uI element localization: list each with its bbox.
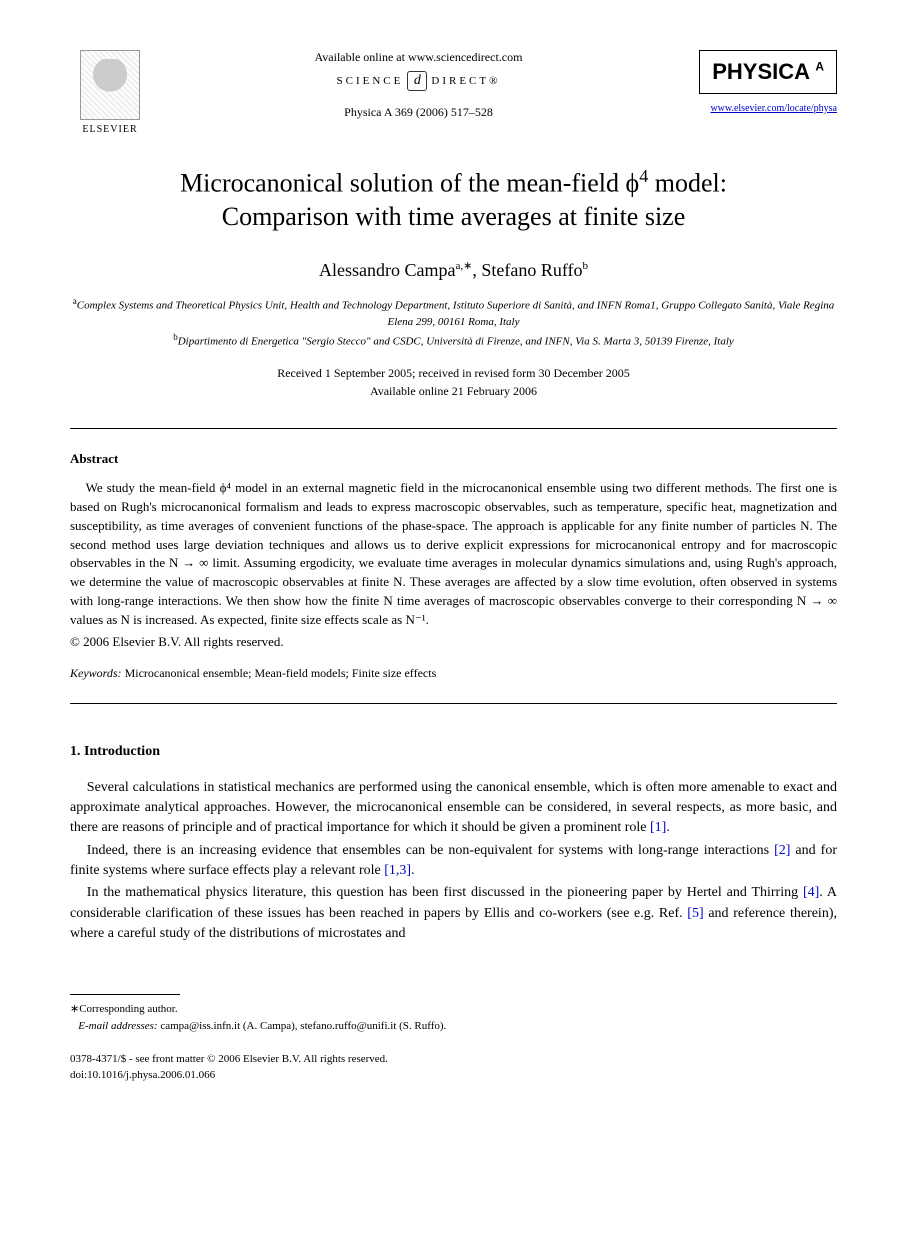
p2-text-c: . <box>411 863 415 878</box>
received-date: Received 1 September 2005; received in r… <box>277 366 630 380</box>
p2-text-a: Indeed, there is an increasing evidence … <box>87 843 774 858</box>
physica-word: PHYSICA <box>712 59 809 84</box>
ref-link-2[interactable]: [2] <box>774 843 790 858</box>
abstract-bottom-rule <box>70 703 837 704</box>
p1-text-a: Several calculations in statistical mech… <box>70 780 837 836</box>
ref-link-1-3[interactable]: [1,3] <box>384 863 411 878</box>
corresponding-star-icon: ∗ <box>70 1003 79 1015</box>
p1-text-b: . <box>666 820 670 835</box>
author-list: Alessandro Campaa,∗, Stefano Ruffob <box>70 259 837 281</box>
author-sep: , <box>472 260 481 280</box>
ref-link-4[interactable]: [4] <box>803 885 819 900</box>
author-1-affil-mark: a,∗ <box>455 260 472 272</box>
abstract-body: We study the mean-field ϕ⁴ model in an e… <box>70 479 837 630</box>
footnote-block: ∗Corresponding author. E-mail addresses:… <box>70 1001 837 1034</box>
elsevier-logo: ELSEVIER <box>70 50 150 135</box>
email-label: E-mail addresses: <box>78 1020 157 1032</box>
author-1-name: Alessandro Campa <box>319 260 455 280</box>
keywords-label: Keywords: <box>70 666 122 680</box>
abstract-copyright: © 2006 Elsevier B.V. All rights reserved… <box>70 634 837 650</box>
doi-line: doi:10.1016/j.physa.2006.01.066 <box>70 1069 215 1081</box>
elsevier-label: ELSEVIER <box>70 124 150 135</box>
elsevier-tree-icon <box>80 50 140 120</box>
affiliations: aComplex Systems and Theoretical Physics… <box>70 295 837 350</box>
title-part2: Comparison with time averages at finite … <box>222 202 686 231</box>
physica-logo-block: PHYSICA A www.elsevier.com/locate/physa <box>687 50 837 116</box>
physica-a-box: PHYSICA A <box>699 50 837 94</box>
ref-link-5[interactable]: [5] <box>687 906 703 921</box>
science-label-left: SCIENCE <box>337 75 404 87</box>
center-header: Available online at www.sciencedirect.co… <box>150 50 687 120</box>
keywords-line: Keywords: Microcanonical ensemble; Mean-… <box>70 666 837 681</box>
email-addresses: campa@iss.infn.it (A. Campa), stefano.ru… <box>158 1020 447 1032</box>
author-2-affil-mark: b <box>582 260 588 272</box>
issn-copyright-line: 0378-4371/$ - see front matter © 2006 El… <box>70 1053 388 1065</box>
p3-text-a: In the mathematical physics literature, … <box>87 885 803 900</box>
online-date: Available online 21 February 2006 <box>370 384 537 398</box>
journal-citation: Physica A 369 (2006) 517–528 <box>170 105 667 120</box>
page-header: ELSEVIER Available online at www.science… <box>70 50 837 135</box>
physica-letter: A <box>815 60 824 74</box>
keywords-text: Microcanonical ensemble; Mean-field mode… <box>122 666 437 680</box>
abstract-heading: Abstract <box>70 451 837 467</box>
journal-homepage-link[interactable]: www.elsevier.com/locate/physa <box>710 103 837 114</box>
intro-paragraph-3: In the mathematical physics literature, … <box>70 883 837 944</box>
front-matter-meta: 0378-4371/$ - see front matter © 2006 El… <box>70 1052 837 1083</box>
author-2-name: Stefano Ruffo <box>481 260 582 280</box>
top-rule <box>70 428 837 429</box>
ref-link-1[interactable]: [1] <box>650 820 666 835</box>
intro-paragraph-2: Indeed, there is an increasing evidence … <box>70 841 837 882</box>
sciencedirect-logo: SCIENCE d DIRECT® <box>337 71 501 91</box>
corresponding-author-text: Corresponding author. <box>79 1003 177 1015</box>
article-title: Microcanonical solution of the mean-fiel… <box>70 165 837 234</box>
affil-b-text: Dipartimento di Energetica "Sergio Stecc… <box>178 336 734 348</box>
available-online-text: Available online at www.sciencedirect.co… <box>170 50 667 65</box>
footnote-rule <box>70 994 180 995</box>
intro-paragraph-1: Several calculations in statistical mech… <box>70 778 837 839</box>
article-dates: Received 1 September 2005; received in r… <box>70 364 837 400</box>
section-1-heading: 1. Introduction <box>70 744 837 760</box>
affil-a-text: Complex Systems and Theoretical Physics … <box>77 300 835 329</box>
title-superscript: 4 <box>639 166 648 186</box>
title-part1-tail: model: <box>648 169 727 198</box>
science-label-right: DIRECT® <box>431 75 500 87</box>
title-part1: Microcanonical solution of the mean-fiel… <box>180 169 639 198</box>
sciencedirect-d-icon: d <box>407 71 427 91</box>
